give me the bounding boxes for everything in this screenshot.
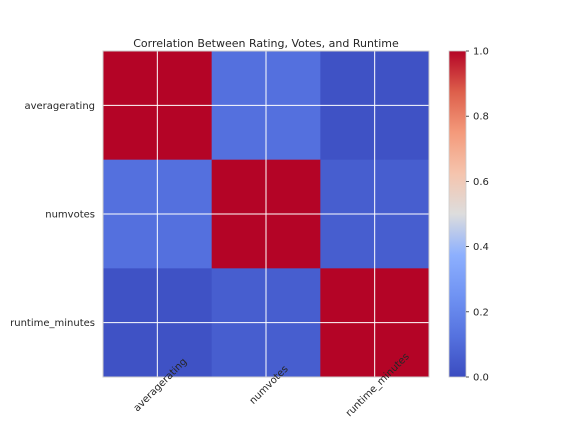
plot-frame xyxy=(102,50,430,378)
colorbar-frame xyxy=(448,50,467,378)
colorbar-tick-label: 0.8 xyxy=(473,112,489,123)
colorbar-tick-label: 0.2 xyxy=(473,307,489,318)
colorbar-tick-label: 0.0 xyxy=(473,373,489,384)
y-tick-label: averagerating xyxy=(24,101,95,112)
colorbar-tick-label: 0.4 xyxy=(473,242,489,253)
colorbar-tick-label: 0.6 xyxy=(473,177,489,188)
colorbar-tick-label: 1.0 xyxy=(473,47,489,58)
colorbar-tick-labels: 0.0 0.2 0.4 0.6 0.8 1.0 xyxy=(466,47,489,384)
chart-title: Correlation Between Rating, Votes, and R… xyxy=(133,37,399,50)
colorbar xyxy=(449,51,466,377)
gridlines xyxy=(103,51,429,377)
y-tick-labels: averagerating numvotes runtime_minutes xyxy=(10,101,95,329)
y-tick-label: numvotes xyxy=(45,210,95,221)
y-tick-label: runtime_minutes xyxy=(10,318,95,329)
